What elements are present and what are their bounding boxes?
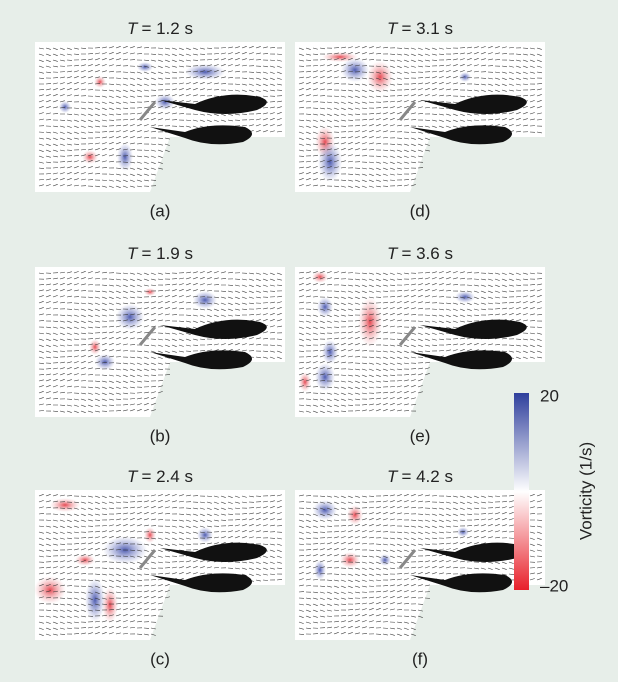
time-symbol: T [127, 19, 139, 38]
panel-title: T= 2.4 s [127, 467, 193, 486]
velocity-vector [165, 597, 170, 598]
panel-label: (d) [410, 201, 431, 220]
panel-label: (c) [150, 649, 170, 668]
vorticity-patch [50, 498, 80, 512]
vorticity-patch [314, 560, 326, 580]
flow-field-background [35, 490, 285, 640]
time-symbol: T [387, 467, 399, 486]
panel: T= 4.2 s (f) [295, 467, 545, 668]
panel-label: (f) [412, 649, 428, 668]
panel: T= 1.9 s (b) [35, 244, 285, 445]
vorticity-patch [379, 554, 391, 566]
panel-title: T= 4.2 s [387, 467, 453, 486]
panel-title: T= 3.6 s [387, 244, 453, 263]
time-value: = 3.1 s [401, 19, 453, 38]
panel: T= 2.4 s (c) [34, 467, 285, 668]
panel-title: T= 3.1 s [387, 19, 453, 38]
vorticity-patch [34, 576, 66, 604]
vorticity-patch [89, 339, 101, 355]
vorticity-patch [455, 291, 475, 303]
panel: T= 1.2 s (a) [35, 19, 285, 220]
flow-field-background [35, 267, 285, 417]
time-symbol: T [127, 244, 139, 263]
vorticity-patch [322, 52, 358, 62]
panel: T= 3.6 s (e) [295, 244, 545, 445]
velocity-vector [418, 616, 423, 618]
vorticity-patch [85, 578, 105, 622]
panels: T= 1.2 s(a)T= 3.1 s(d)T= 1.9 s(b)T= 3.6 … [34, 19, 545, 668]
vorticity-patch [313, 500, 337, 520]
vorticity-patch [75, 554, 95, 566]
panel-title: T= 1.2 s [127, 19, 193, 38]
colorbar [514, 393, 529, 590]
vorticity-patch [299, 372, 311, 392]
colorbar-title: Vorticity (1/s) [576, 442, 595, 540]
vorticity-patch [59, 101, 71, 113]
time-value: = 4.2 s [401, 467, 453, 486]
velocity-vector [165, 150, 170, 152]
figure: T= 1.2 s(a)T= 3.1 s(d)T= 1.9 s(b)T= 3.6 … [0, 0, 618, 682]
time-value: = 1.9 s [141, 244, 193, 263]
velocity-vector [165, 374, 170, 375]
vorticity-patch [144, 288, 156, 296]
vorticity-patch [137, 62, 153, 72]
time-value: = 2.4 s [141, 467, 193, 486]
vorticity-patch [340, 552, 360, 568]
velocity-vector [158, 168, 163, 169]
colorbar-top-label: 20 [540, 386, 559, 405]
vorticity-patch [144, 527, 156, 543]
time-symbol: T [127, 467, 139, 486]
panel: T= 3.1 s (d) [295, 19, 545, 220]
panel-label: (e) [410, 426, 431, 445]
vorticity-patch [317, 297, 333, 317]
vorticity-patch [459, 72, 471, 82]
time-symbol: T [387, 244, 399, 263]
vorticity-patch [322, 340, 338, 364]
vorticity-patch [185, 64, 225, 80]
vorticity-patch [117, 143, 133, 171]
colorbar-bottom-label: –20 [540, 576, 568, 595]
vorticity-patch [193, 291, 217, 309]
vorticity-patch [358, 297, 382, 347]
panel-label: (a) [150, 201, 171, 220]
time-value: = 1.2 s [141, 19, 193, 38]
velocity-vector [425, 150, 430, 151]
panel-title: T= 1.9 s [127, 244, 193, 263]
vorticity-patch [197, 527, 213, 543]
time-value: = 3.6 s [401, 244, 453, 263]
panel-label: (b) [150, 426, 171, 445]
time-symbol: T [387, 19, 399, 38]
vorticity-patch [318, 142, 342, 182]
flow-field-background [35, 42, 285, 192]
